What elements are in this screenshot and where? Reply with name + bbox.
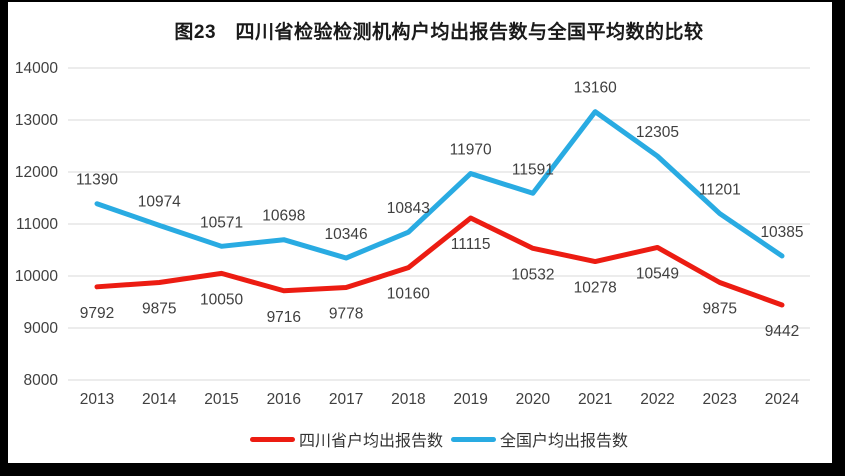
x-tick-label: 2013 [80,391,114,408]
national-legend-label: 全国户均出报告数 [500,433,629,450]
data-point-label: 10843 [387,200,430,217]
data-point-label: 10278 [574,280,617,297]
line-chart-plot: 8000 9000 10000 11000 12000 13000 14000 2013 201… [15,60,810,408]
x-tick-label: 2019 [453,391,487,408]
data-point-label: 10974 [138,193,181,210]
y-tick-label: 9000 [24,320,59,337]
chart-legend: 四川省户均出报告数 全国户均出报告数 [68,428,810,450]
data-point-label: 11591 [512,161,554,178]
series-line [94,215,785,308]
data-point-label: 11970 [450,142,492,159]
y-tick-label: 11000 [16,216,58,233]
x-tick-label: 2014 [142,391,177,408]
data-point-label: 10050 [200,291,243,308]
chart-canvas: 图23 四川省检验检测机构户均出报告数与全国平均数的比较 8000 9000 100… [8,2,832,463]
x-tick-label: 2022 [640,391,674,408]
data-point-label: 10385 [760,224,803,241]
data-point-label: 9875 [702,301,736,318]
data-point-label: 10698 [262,208,305,225]
data-point-label: 10571 [200,214,243,231]
x-tick-label: 2020 [516,391,551,408]
data-point-label: 10549 [636,265,679,282]
series-line [94,109,785,261]
data-point-label: 11115 [451,236,491,253]
y-tick-label: 10000 [15,268,58,285]
y-tick-label: 8000 [24,372,59,389]
y-tick-label: 12000 [15,164,58,181]
legend-item-sichuan: 四川省户均出报告数 [249,427,443,451]
data-point-label: 11201 [699,182,741,199]
x-tick-label: 2018 [391,391,425,408]
chart-title: 图23 四川省检验检测机构户均出报告数与全国平均数的比较 [174,22,704,43]
x-tick-label: 2015 [204,391,238,408]
data-point-label: 10532 [511,266,554,283]
y-tick-label: 13000 [15,112,58,129]
x-tick-label: 2024 [765,391,800,408]
data-point-label: 9875 [142,301,176,318]
y-tick-label: 14000 [15,60,58,77]
data-point-label: 10346 [325,226,368,243]
x-tick-label: 2016 [267,391,301,408]
data-point-label: 13160 [574,80,617,97]
x-tick-label: 2021 [578,391,612,408]
data-point-label: 11390 [76,172,118,189]
legend-item-national: 全国户均出报告数 [451,427,628,451]
data-point-label: 10160 [387,286,430,303]
x-tick-label: 2023 [702,391,736,408]
sichuan-legend-label: 四川省户均出报告数 [298,433,443,450]
data-point-label: 9442 [765,323,799,340]
national-line-swatch [451,436,496,442]
data-point-label: 9778 [329,306,363,323]
sichuan-line-swatch [249,436,295,442]
x-tick-label: 2017 [329,391,363,408]
data-point-label: 9716 [267,309,301,326]
data-point-label: 12305 [636,124,679,141]
data-point-label: 9792 [80,305,114,322]
